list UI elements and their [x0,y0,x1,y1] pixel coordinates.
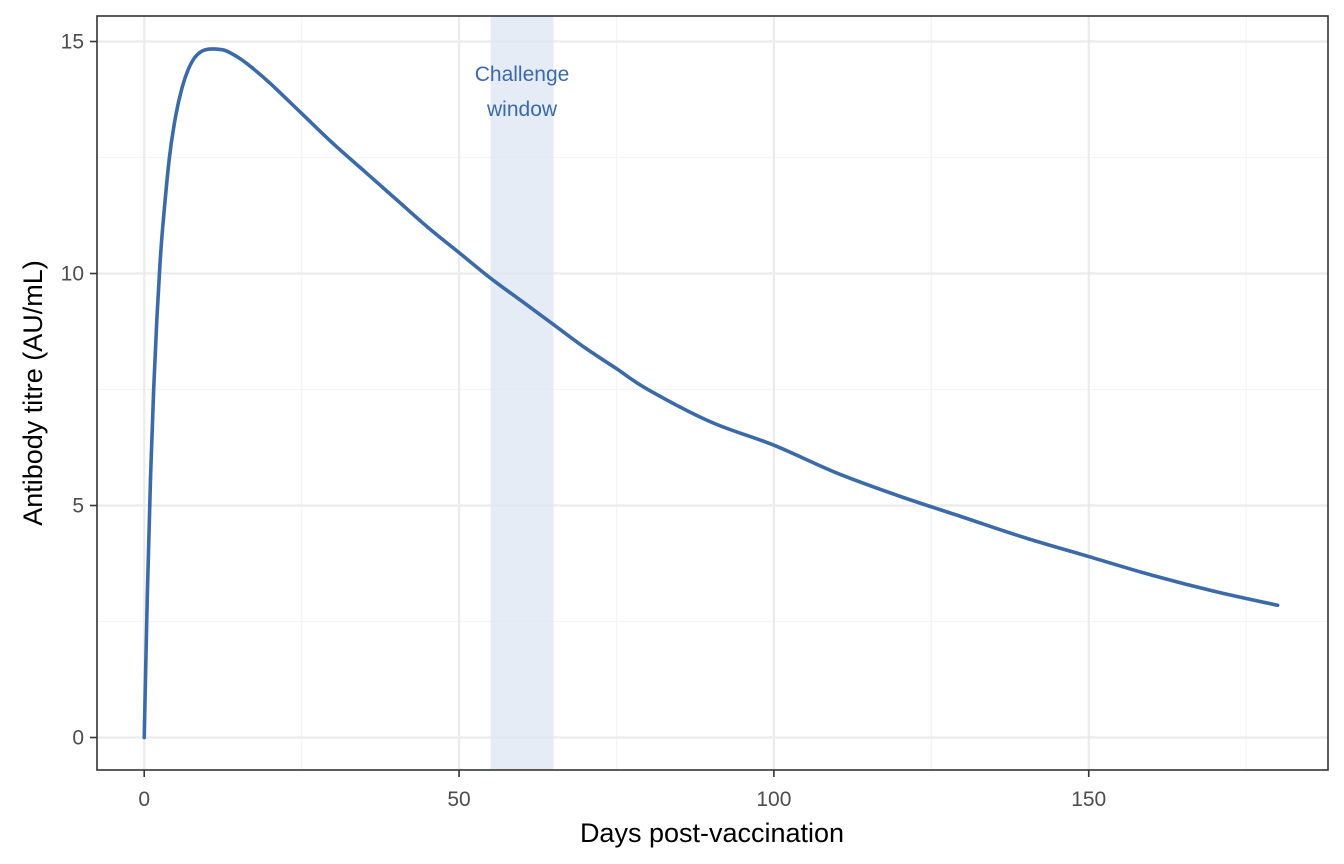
annotation-label: window [486,98,558,121]
panel-background [97,16,1328,770]
annotation-label: Challenge [475,63,570,86]
x-tick-label: 150 [1071,788,1106,811]
panel-border [96,15,1329,771]
x-tick-label: 100 [756,788,791,811]
series-line-antibody-titre [142,47,1280,740]
y-axis-title: Antibody titre (AU/mL) [18,260,48,526]
y-tick-label: 5 [72,495,84,518]
x-tick-label: 0 [138,788,150,811]
challenge-window-band [490,16,554,770]
y-tick-label: 10 [61,263,84,286]
x-axis-title: Days post-vaccination [580,818,844,848]
x-tick-label: 50 [447,788,470,811]
y-tick-label: 0 [72,727,84,750]
y-tick-label: 15 [61,31,84,54]
